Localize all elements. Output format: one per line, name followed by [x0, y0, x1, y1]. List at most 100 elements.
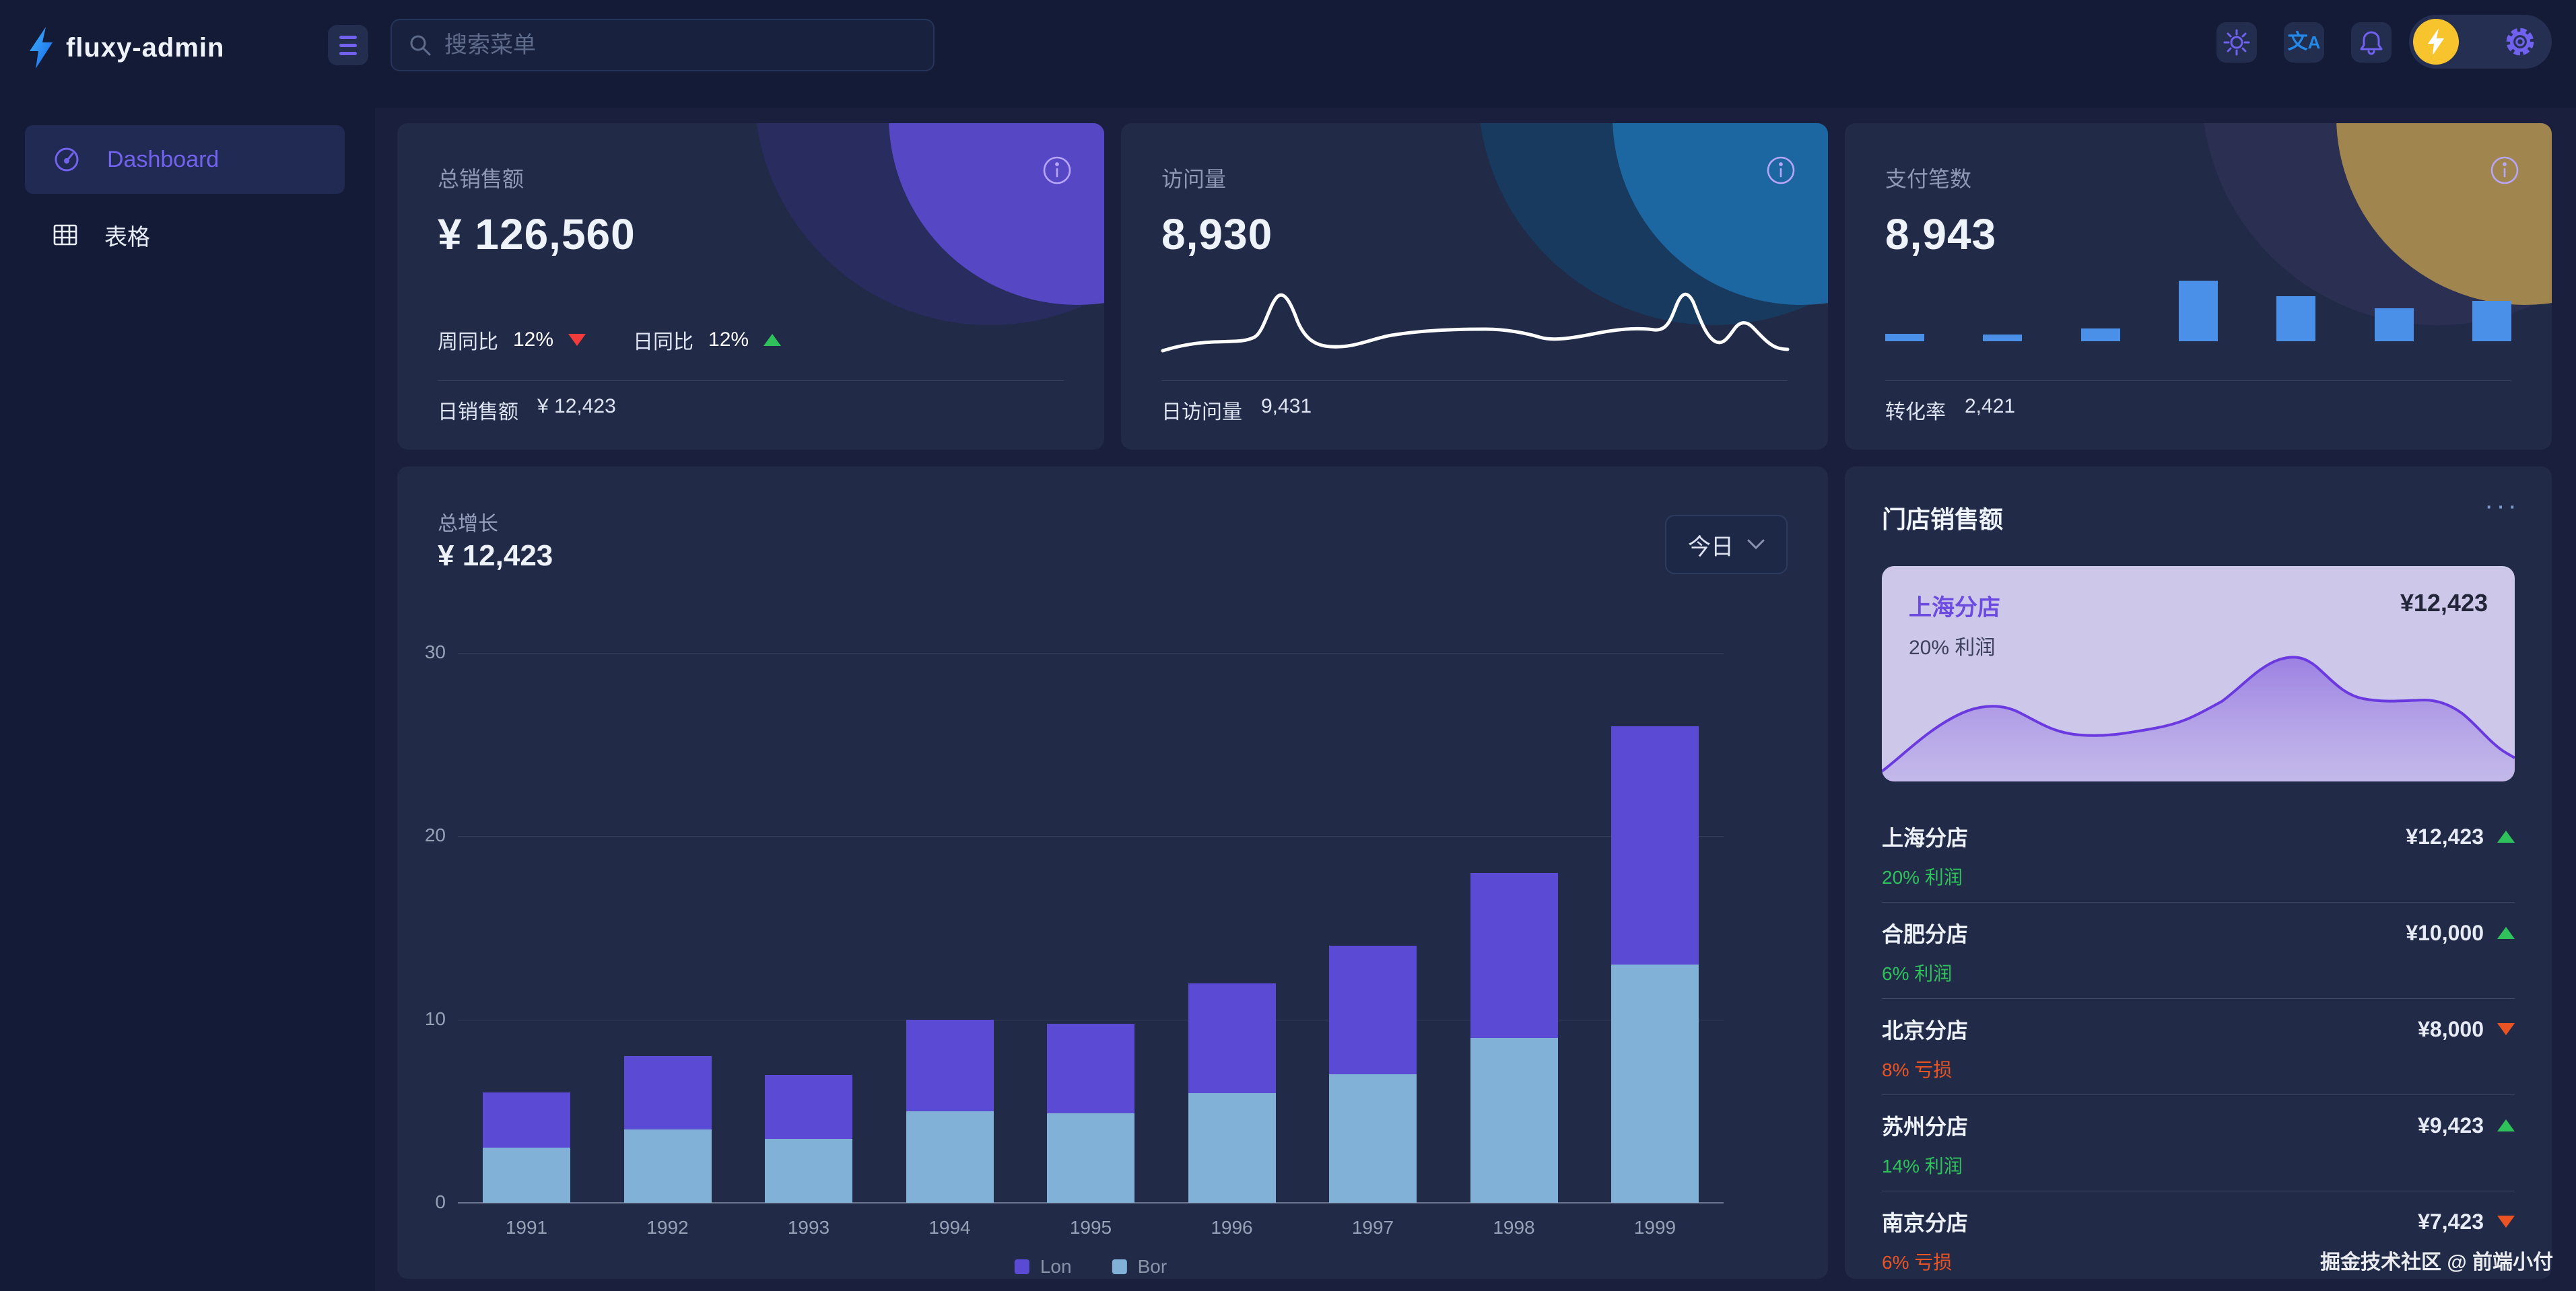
trend-up-icon — [2497, 831, 2515, 843]
store-note: 6% 亏损 — [1882, 1252, 1953, 1273]
legend-item-Lon[interactable]: Lon — [1014, 1256, 1072, 1278]
gear-icon — [2506, 28, 2534, 56]
bar-1999[interactable] — [1611, 726, 1699, 1203]
payments-value: 8,943 — [1885, 210, 1997, 258]
card-footer: 日访问量 9,431 — [1161, 395, 1312, 423]
divider — [438, 380, 1064, 381]
card-total-sales: 总销售额 ¥ 126,560 周同比 12% 日同比 12% 日销售额 ¥ 12,42… — [397, 123, 1104, 450]
trend-down-icon — [2497, 1216, 2515, 1228]
card-payments: 支付笔数 8,943 转化率 2,421 — [1845, 123, 2552, 450]
chart-legend: Lon Bor — [1014, 1256, 1167, 1278]
menu-toggle-button[interactable] — [328, 25, 368, 65]
mini-bar — [2178, 281, 2218, 341]
watermark: 掘金技术社区 @ 前端小付 — [2320, 1251, 2553, 1273]
bar-segment-Lon — [906, 1020, 994, 1111]
bar-segment-Lon — [1329, 946, 1417, 1074]
store-list-item[interactable]: 南京分店 ¥7,423 6% 亏损 — [1882, 1191, 2515, 1279]
store-list-item[interactable]: 北京分店 ¥8,000 8% 亏损 — [1882, 999, 2515, 1095]
legend-item-Bor[interactable]: Bor — [1112, 1256, 1167, 1278]
store-sales-panel: 门店销售额 ··· 上海分店 ¥12,423 20% 利润 上海分店 ¥12,42… — [1845, 466, 2552, 1279]
store-list-item[interactable]: 上海分店 ¥12,423 20% 利润 — [1882, 806, 2515, 903]
theme-toggle-button[interactable] — [2216, 22, 2257, 63]
language-button[interactable]: 文A — [2284, 22, 2324, 63]
bar-1991[interactable] — [483, 1092, 570, 1203]
bar-1994[interactable] — [906, 1020, 994, 1203]
x-axis-label: 1999 — [1633, 1217, 1676, 1238]
divider — [1885, 380, 2511, 381]
card-visits: 访问量 8,930 日访问量 9,431 — [1121, 123, 1828, 450]
growth-chart-card: 总增长 ¥ 12,423 今日 0 10 20 30 1991 1992 1993 1994 1… — [397, 466, 1828, 1279]
panel-title: 门店销售额 — [1882, 505, 2004, 533]
x-axis-label: 1996 — [1211, 1217, 1253, 1238]
more-menu-icon[interactable]: ··· — [2484, 491, 2519, 520]
store-value: ¥8,000 — [2418, 1017, 2515, 1042]
bar-1996[interactable] — [1188, 983, 1276, 1203]
gridline — [458, 836, 1724, 837]
search-input[interactable] — [444, 32, 917, 59]
total-sales-value: ¥ 126,560 — [438, 210, 636, 258]
y-axis-tick: 10 — [424, 1008, 446, 1029]
sidebar: Dashboard 表格 — [0, 108, 375, 1291]
store-note: 20% 利润 — [1882, 867, 1963, 888]
comparison-row: 周同比 12% 日同比 12% — [438, 325, 782, 355]
card-footer: 转化率 2,421 — [1885, 395, 2016, 423]
highlight-store-note: 20% 利润 — [1909, 637, 1996, 659]
bar-segment-Bor — [765, 1139, 852, 1203]
highlight-store-name: 上海分店 — [1909, 595, 2000, 621]
sun-icon — [2222, 28, 2251, 57]
bar-1993[interactable] — [765, 1075, 852, 1203]
bar-segment-Bor — [1047, 1113, 1134, 1203]
divider — [1161, 380, 1788, 381]
sidebar-item-dashboard[interactable]: Dashboard — [25, 125, 345, 194]
bar-segment-Bor — [1611, 965, 1699, 1203]
store-highlight-card[interactable]: 上海分店 ¥12,423 20% 利润 — [1882, 566, 2515, 781]
settings-button[interactable] — [2503, 25, 2537, 59]
store-list-item[interactable]: 合肥分店 ¥10,000 6% 利润 — [1882, 903, 2515, 999]
info-icon[interactable] — [1766, 155, 1796, 185]
store-value: ¥12,423 — [2406, 825, 2515, 849]
bar-segment-Bor — [483, 1148, 570, 1203]
store-name: 合肥分店 — [1882, 922, 1969, 946]
sidebar-item-table[interactable]: 表格 — [25, 201, 345, 269]
brand-name: fluxy-admin — [66, 32, 225, 63]
store-list-item[interactable]: 苏州分店 ¥9,423 14% 利润 — [1882, 1095, 2515, 1191]
bar-1995[interactable] — [1047, 1024, 1134, 1203]
menu-search — [391, 19, 935, 71]
search-icon — [408, 33, 432, 57]
translate-icon: 文A — [2287, 31, 2321, 53]
info-icon[interactable] — [1042, 155, 1072, 185]
mini-bar — [2276, 296, 2316, 341]
bar-segment-Lon — [1047, 1024, 1134, 1113]
divider — [1882, 902, 2515, 903]
bar-segment-Lon — [1470, 873, 1558, 1038]
user-avatar[interactable] — [2413, 19, 2459, 65]
x-axis-label: 1994 — [928, 1217, 971, 1238]
bar-1992[interactable] — [623, 1056, 712, 1203]
x-axis-label: 1997 — [1351, 1217, 1394, 1238]
avatar-lightning-icon — [2428, 28, 2444, 55]
store-value: ¥10,000 — [2406, 921, 2515, 946]
hamburger-icon — [339, 35, 357, 55]
divider — [1882, 1094, 2515, 1095]
highlight-store-value: ¥12,423 — [2400, 589, 2488, 617]
bar-segment-Bor — [1188, 1093, 1276, 1203]
mini-bar — [2080, 328, 2120, 341]
visits-sparkline — [1158, 277, 1791, 364]
store-value: ¥9,423 — [2418, 1113, 2515, 1138]
table-icon — [52, 221, 79, 248]
topbar: fluxy-admin 文A — [0, 0, 2576, 108]
notifications-button[interactable] — [2351, 22, 2392, 63]
store-list: 上海分店 ¥12,423 20% 利润 合肥分店 ¥10,000 6% 利润 北京分店 ¥8,… — [1882, 806, 2515, 1279]
brand: fluxy-admin — [28, 27, 224, 69]
range-select[interactable]: 今日 — [1665, 515, 1788, 574]
card-footer: 日销售额 ¥ 12,423 — [438, 395, 616, 423]
visits-value: 8,930 — [1161, 210, 1273, 258]
gridline — [458, 1202, 1724, 1203]
divider — [1882, 998, 2515, 999]
user-pill — [2409, 15, 2552, 69]
growth-chart-plot: 0 10 20 30 1991 1992 1993 1994 1995 1996 1997 1998 1… — [425, 641, 1724, 1277]
card-label: 总销售额 — [438, 167, 524, 191]
bar-1997[interactable] — [1329, 946, 1417, 1203]
bar-1998[interactable] — [1470, 873, 1558, 1203]
info-icon[interactable] — [2490, 155, 2519, 185]
